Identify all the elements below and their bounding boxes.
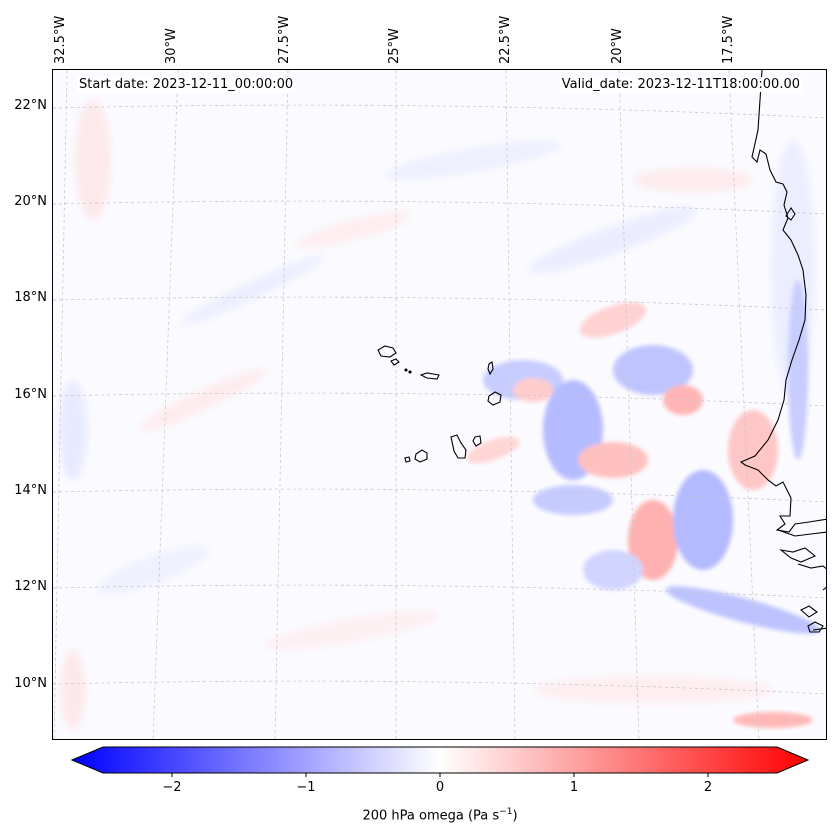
island-santo-antao xyxy=(377,345,397,358)
island-boa-vista xyxy=(487,391,502,406)
lat-label-12n: 12°N xyxy=(14,579,47,594)
colorbar-ticks xyxy=(171,773,709,777)
island-sal xyxy=(487,361,494,376)
colorbar-bar xyxy=(70,746,810,774)
island-sao-vicente xyxy=(390,358,400,366)
lon-label-22-5w: 22.5°W xyxy=(498,15,513,64)
coastline-bijagos xyxy=(800,586,826,633)
lon-label-20w: 20°W xyxy=(610,28,625,64)
colorbar-tick-label-neg2: −2 xyxy=(162,780,182,795)
cape-verde-islands xyxy=(377,345,502,463)
coastline-senegal-inner xyxy=(785,206,796,221)
colorbar-label-end: ) xyxy=(512,808,518,824)
graticule xyxy=(53,70,826,739)
island-brava xyxy=(404,456,411,463)
omega-field-background xyxy=(59,100,815,730)
lon-label-17-5w: 17.5°W xyxy=(721,15,736,64)
lat-label-10n: 10°N xyxy=(14,676,47,691)
map-panel xyxy=(52,69,827,740)
island-sao-nicolau xyxy=(419,372,440,380)
african-coastline xyxy=(739,70,826,633)
lat-label-18n: 18°N xyxy=(14,290,47,305)
island-fogo xyxy=(414,449,428,463)
island-santiago xyxy=(450,434,467,459)
omega-field-active-region xyxy=(466,280,821,728)
lat-label-14n: 14°N xyxy=(14,483,47,498)
lon-label-27-5w: 27.5°W xyxy=(277,15,292,64)
colorbar-tick-label-2: 2 xyxy=(703,780,713,795)
start-date-label: Start date: 2023-12-11_00:00:00 xyxy=(77,77,296,92)
coastline-gambia xyxy=(777,529,826,537)
colorbar-tick-label-0: 0 xyxy=(435,780,445,795)
lon-label-32-5w: 32.5°W xyxy=(53,15,68,64)
colorbar-label-sup: −1 xyxy=(499,807,513,817)
colorbar-label-main: 200 hPa omega (Pa s xyxy=(362,808,500,824)
lon-label-30w: 30°W xyxy=(164,28,179,64)
colorbar-tick-label-neg1: −1 xyxy=(296,780,316,795)
lat-label-20n: 20°N xyxy=(14,194,47,209)
coastline-mauritania-senegal xyxy=(739,70,826,533)
island-maio xyxy=(472,435,482,447)
lon-label-25w: 25°W xyxy=(387,28,402,64)
coastline-guinea-bissau xyxy=(779,547,826,570)
map-canvas xyxy=(53,70,826,739)
colorbar-label: 200 hPa omega (Pa s−1) xyxy=(362,807,517,823)
lat-label-22n: 22°N xyxy=(14,98,47,113)
valid-date-label: Valid_date: 2023-12-11T18:00:00.00 xyxy=(559,77,802,92)
colorbar-tick-label-1: 1 xyxy=(569,780,579,795)
lat-label-16n: 16°N xyxy=(14,387,47,402)
